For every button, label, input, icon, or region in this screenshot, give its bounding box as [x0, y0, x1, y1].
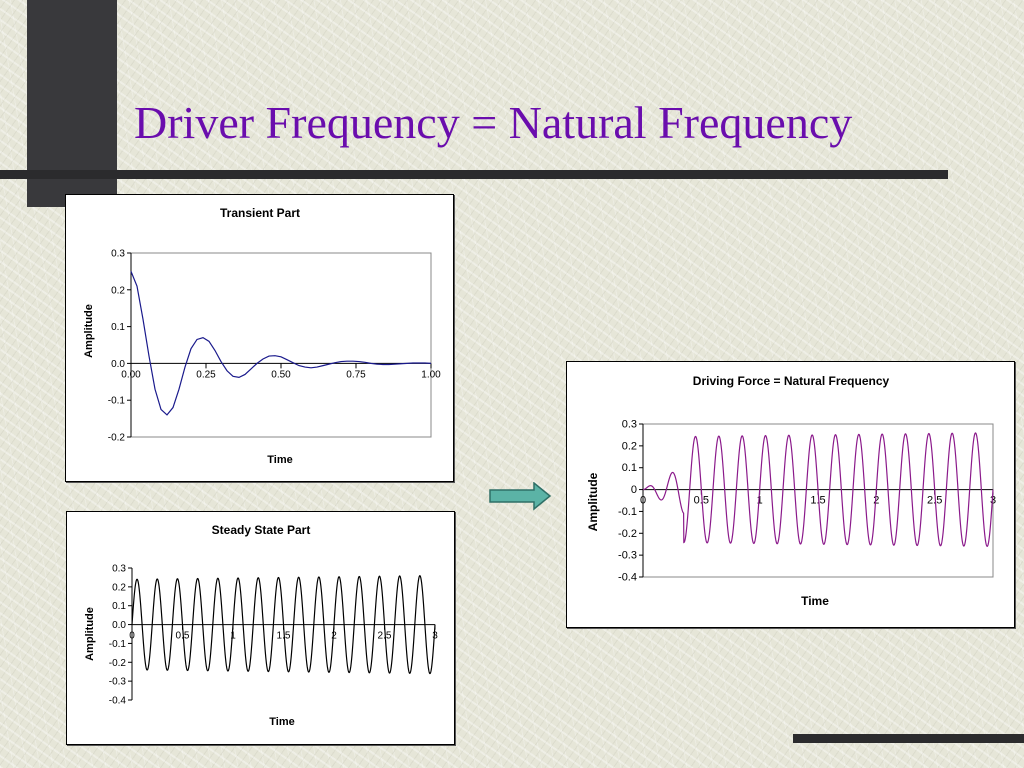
x-tick-label: 2.5: [927, 495, 942, 507]
x-tick-label: 1: [230, 631, 236, 642]
driving-force-chart: Driving Force = Natural Frequency Amplit…: [566, 361, 1015, 628]
steady-state-chart: Steady State Part Amplitude Time -0.4 -0.…: [66, 511, 455, 745]
y-tick-label: -0.2: [109, 658, 127, 669]
x-tick-label: 0.50: [271, 369, 291, 380]
x-tick-label: 0.75: [346, 369, 366, 380]
y-tick-label: 0.0: [112, 620, 126, 631]
y-tick-label: 0.0: [111, 359, 125, 370]
series-line: [130, 271, 432, 416]
transient-chart: Transient Part Amplitude Time -0.2 -0.1 0.…: [65, 194, 454, 482]
y-tick-label: -0.4: [109, 696, 127, 707]
chart-title: Driving Force = Natural Frequency: [693, 374, 890, 388]
slide-title: Driver Frequency = Natural Frequency: [134, 97, 853, 148]
x-tick-label: 0.5: [694, 495, 709, 507]
y-axis-label: Amplitude: [84, 607, 96, 661]
y-tick-label: -0.2: [618, 528, 637, 540]
y-tick-label: 0.2: [622, 440, 637, 452]
x-tick-label: 1: [757, 495, 763, 507]
y-tick-label: 0.2: [111, 285, 125, 296]
series-line: [131, 575, 436, 675]
chart-title: Steady State Part: [212, 523, 311, 537]
y-tick-label: -0.2: [108, 433, 126, 444]
x-tick-label: 3: [990, 495, 996, 507]
y-tick-label: 0: [631, 484, 637, 496]
steady-state-chart-svg: Steady State Part Amplitude Time -0.4 -0.…: [84, 523, 438, 728]
y-tick-label: -0.3: [618, 550, 637, 562]
x-axis-label: Time: [267, 454, 292, 466]
y-axis-label: Amplitude: [586, 472, 600, 531]
y-tick-label: 0.1: [622, 462, 637, 474]
x-tick-label: 0.25: [196, 369, 216, 380]
x-tick-label: 2: [873, 495, 879, 507]
arrow-shape: [489, 482, 552, 511]
y-tick-label: -0.1: [618, 506, 637, 518]
y-tick-label: 0.1: [112, 601, 126, 612]
x-tick-label: 3: [432, 631, 438, 642]
y-tick-label: 0.2: [112, 582, 126, 593]
y-tick-label: -0.1: [109, 639, 127, 650]
y-axis-label: Amplitude: [83, 304, 95, 358]
x-tick-label: 2: [331, 631, 337, 642]
x-tick-label: 1.5: [810, 495, 825, 507]
y-tick-label: -0.1: [108, 396, 126, 407]
x-tick-label: 0: [129, 631, 135, 642]
x-tick-label: 0: [640, 495, 646, 507]
x-axis-label: Time: [269, 716, 294, 728]
y-tick-label: 0.3: [112, 564, 126, 575]
y-tick-label: -0.3: [109, 677, 127, 688]
series-line: [642, 432, 994, 547]
chart-title: Transient Part: [220, 206, 300, 220]
title-underline-bar: [0, 170, 948, 179]
footer-bar: [793, 734, 1024, 743]
y-tick-label: 0.3: [622, 419, 637, 431]
transient-chart-svg: Transient Part Amplitude Time -0.2 -0.1 0.…: [83, 206, 441, 466]
plot-area-border: [130, 252, 432, 438]
right-arrow-icon: [489, 482, 552, 511]
x-tick-label: 1.00: [421, 369, 441, 380]
x-axis-label: Time: [801, 594, 829, 608]
x-tick-label: 0.00: [121, 369, 141, 380]
y-tick-label: 0.1: [111, 322, 125, 333]
y-tick-label: 0.3: [111, 249, 125, 260]
driving-force-chart-svg: Driving Force = Natural Frequency Amplit…: [586, 374, 996, 608]
y-tick-label: -0.4: [618, 572, 637, 584]
